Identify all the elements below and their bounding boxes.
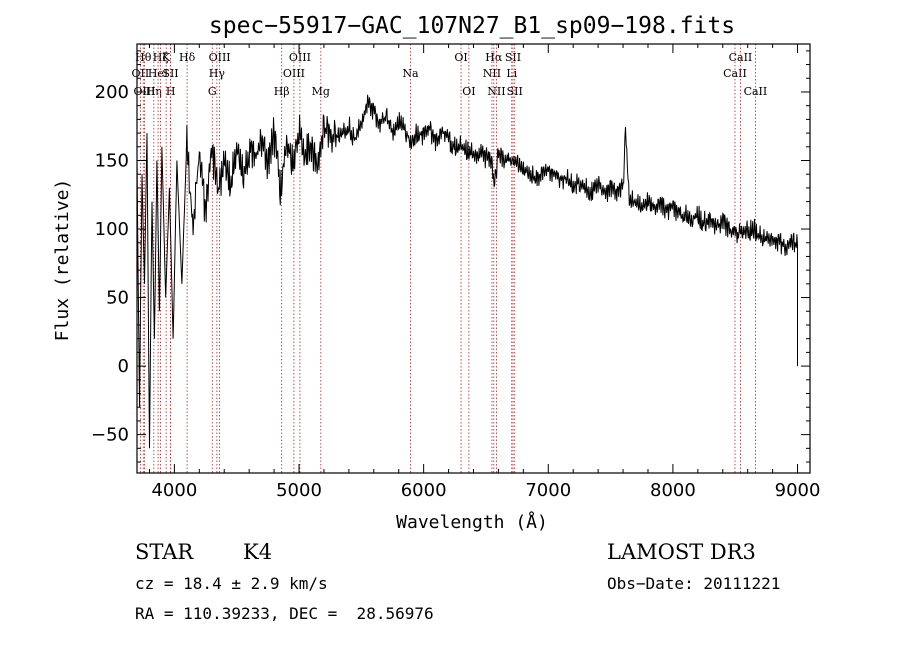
- y-tick-label-3: 100: [95, 219, 129, 240]
- emission-line-markers: HθOIIOIIIHηHζHeIKHSIIHδGHγOIIIHβOIIIOIII…: [132, 44, 768, 473]
- marker-label-23: Li: [506, 67, 517, 80]
- marker-label-16: Mg: [312, 85, 330, 98]
- x-tick-label-0: 4000: [151, 480, 197, 501]
- x-tick-label-1: 5000: [276, 480, 322, 501]
- marker-label-15: OIII: [289, 51, 311, 64]
- ra-dec-coordinates: RA = 110.39233, DEC = 28.56976: [135, 604, 434, 623]
- marker-label-26: CaII: [723, 67, 747, 80]
- marker-label-19: OI: [462, 85, 475, 98]
- y-tick-label-1: 0: [118, 356, 129, 377]
- y-tick-label-2: 50: [106, 288, 129, 309]
- survey-name: LAMOST DR3: [607, 540, 756, 564]
- x-tick-label-4: 8000: [650, 480, 696, 501]
- object-subclass: K4: [243, 540, 273, 564]
- marker-label-28: CaII: [744, 85, 768, 98]
- flux-series: [136, 94, 798, 449]
- marker-label-0: Hθ: [135, 51, 152, 64]
- y-tick-label-5: 200: [95, 82, 129, 103]
- marker-label-22: NII: [487, 85, 505, 98]
- x-axis-label: Wavelength (Å): [396, 511, 548, 533]
- marker-label-10: G: [208, 85, 217, 98]
- x-tick-label-3: 7000: [525, 480, 571, 501]
- redshift-velocity: cz = 18.4 ± 2.9 km/s: [135, 574, 328, 593]
- y-tick-label-0: −50: [91, 425, 129, 446]
- chart-title: spec−55917−GAC_107N27_B1_sp09−198.fits: [209, 13, 735, 39]
- y-tick-label-4: 150: [95, 151, 129, 172]
- plot-frame: [136, 43, 811, 474]
- marker-label-24: SII: [505, 51, 521, 64]
- x-tick-label-5: 9000: [775, 480, 821, 501]
- axes: 4000 5000 6000 7000 8000 9000 −50 0 50 100 150 200: [91, 44, 820, 501]
- marker-label-12: OIII: [209, 51, 231, 64]
- marker-label-20: NII: [483, 67, 501, 80]
- marker-label-5: HeI: [148, 67, 168, 80]
- marker-label-27: CaII: [729, 51, 753, 64]
- marker-label-14: OIII: [283, 67, 305, 80]
- marker-label-9: Hδ: [179, 51, 196, 64]
- marker-label-3: Hη: [146, 85, 162, 98]
- object-class: STAR: [135, 540, 194, 564]
- observation-date: Obs−Date: 20111221: [607, 574, 781, 593]
- marker-label-8: SII: [162, 67, 178, 80]
- series-line-0: [136, 94, 798, 449]
- x-tick-label-2: 6000: [401, 480, 447, 501]
- y-axis-label: Flux (relative): [52, 179, 73, 342]
- marker-label-4: Hζ: [153, 51, 169, 64]
- marker-label-6: K: [162, 51, 171, 64]
- marker-label-25: SII: [507, 85, 523, 98]
- marker-label-17: Na: [402, 67, 419, 80]
- marker-label-7: H: [166, 85, 176, 98]
- marker-label-11: Hγ: [209, 67, 226, 80]
- marker-label-21: Hα: [485, 51, 503, 64]
- marker-label-13: Hβ: [274, 85, 290, 98]
- marker-label-18: OI: [454, 51, 467, 64]
